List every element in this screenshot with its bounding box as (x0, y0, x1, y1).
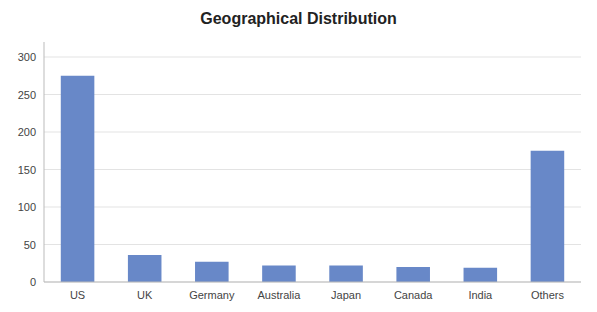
x-axis-line (44, 282, 581, 283)
y-tick-label: 300 (18, 51, 36, 63)
chart-container: Geographical Distribution 0 50 100 150 200 250… (0, 0, 597, 312)
bars (61, 76, 564, 282)
bar (329, 266, 363, 283)
bar (396, 267, 430, 282)
y-axis-line (44, 42, 45, 282)
grid-line (44, 282, 581, 283)
bar (464, 268, 498, 282)
grid-line (44, 169, 581, 170)
y-tick-label: 250 (18, 89, 36, 101)
x-tick-label: US (70, 289, 85, 301)
x-tick-label: India (468, 289, 493, 301)
x-tick-label: Germany (189, 289, 235, 301)
grid-line (44, 57, 581, 58)
grid-line (44, 94, 581, 95)
bar (262, 266, 296, 283)
grid-line (44, 132, 581, 133)
x-tick-label: Canada (394, 289, 433, 301)
grid-line (44, 244, 581, 245)
x-tick-label: UK (137, 289, 153, 301)
grid (44, 57, 581, 282)
bar (128, 255, 162, 282)
y-tick-label: 100 (18, 201, 36, 213)
chart-svg: Geographical Distribution 0 50 100 150 200 250… (0, 0, 597, 312)
grid-line (44, 207, 581, 208)
y-tick-label: 200 (18, 126, 36, 138)
x-tick-label: Japan (331, 289, 361, 301)
y-tick-label: 0 (30, 276, 36, 288)
bar (531, 151, 565, 282)
x-tick-label: Australia (258, 289, 302, 301)
bar (61, 76, 95, 282)
x-tick-label: Others (531, 289, 565, 301)
bar (195, 262, 229, 282)
y-tick-label: 150 (18, 164, 36, 176)
y-tick-label: 50 (24, 239, 36, 251)
chart-title: Geographical Distribution (200, 10, 396, 27)
